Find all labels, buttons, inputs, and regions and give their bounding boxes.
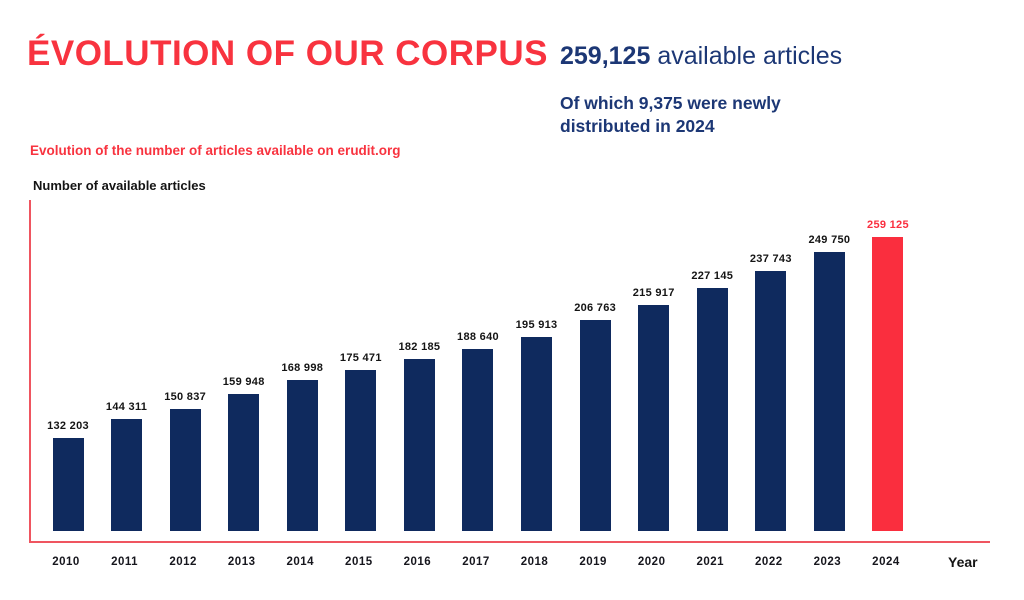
- x-tick-2020: 2020: [637, 556, 666, 568]
- x-tick-2016: 2016: [403, 556, 432, 568]
- x-tick-2023: 2023: [813, 556, 842, 568]
- bar-2016: [403, 359, 435, 531]
- bar-2012: [169, 409, 201, 531]
- bar-value-label-2011: 144 311: [105, 401, 148, 413]
- plot-area: 132 203 144 311 150 837 159 948 168 998 175 4…: [29, 200, 990, 543]
- bar-2017: [462, 349, 494, 531]
- bar-2020: [638, 305, 670, 531]
- x-axis-title: Year: [948, 554, 978, 570]
- x-tick-2022: 2022: [755, 556, 783, 568]
- x-tick-2018: 2018: [520, 556, 549, 568]
- bar-value-label-2018: 195 913: [515, 319, 558, 331]
- bar-2023: [813, 252, 845, 531]
- stat-available-articles: 259,125 available articles: [560, 42, 842, 71]
- bar-value-label-2022: 237 743: [749, 253, 792, 265]
- x-tick-2014: 2014: [286, 556, 315, 568]
- bar-2011: [111, 419, 143, 531]
- x-tick-2013: 2013: [227, 556, 256, 568]
- x-tick-2010: 2010: [52, 556, 80, 568]
- bar-value-label-2016: 182 185: [398, 341, 441, 353]
- x-tick-2017: 2017: [462, 556, 490, 568]
- bar-value-label-2020: 215 917: [632, 287, 675, 299]
- bar-2021: [696, 288, 728, 531]
- bar-value-label-2013: 159 948: [222, 376, 265, 388]
- bar-value-label-2024: 259 125: [867, 219, 909, 231]
- bar-value-label-2010: 132 203: [47, 420, 89, 432]
- stat-number: 259,125: [560, 42, 651, 70]
- bar-2022: [755, 271, 787, 531]
- bar-2018: [521, 337, 553, 531]
- bar-value-label-2021: 227 145: [691, 270, 734, 282]
- bar-value-label-2015: 175 471: [339, 352, 382, 364]
- page-title: ÉVOLUTION OF OUR CORPUS: [27, 34, 548, 73]
- bar-2010: [52, 438, 84, 531]
- substat-line-1: Of which 9,375 were newly: [560, 93, 781, 113]
- x-tick-2019: 2019: [579, 556, 607, 568]
- bar-2024: [872, 237, 904, 531]
- bar-2019: [579, 320, 611, 531]
- x-tick-2024: 2024: [872, 556, 900, 568]
- x-tick-2015: 2015: [345, 556, 373, 568]
- x-tick-2012: 2012: [169, 556, 197, 568]
- x-tick-2021: 2021: [696, 556, 725, 568]
- y-axis-title: Number of available articles: [33, 178, 206, 193]
- bar-value-label-2014: 168 998: [281, 362, 324, 374]
- bar-2014: [286, 380, 318, 531]
- substat-line-2: distributed in 2024: [560, 115, 715, 136]
- bar-value-label-2012: 150 837: [164, 391, 207, 403]
- bar-value-label-2023: 249 750: [808, 234, 851, 246]
- bar-2015: [345, 370, 377, 531]
- chart-subtitle: Evolution of the number of articles avai…: [30, 143, 401, 158]
- bar-value-label-2017: 188 640: [457, 331, 499, 343]
- bar-value-label-2019: 206 763: [574, 302, 617, 314]
- stat-newly-distributed: Of which 9,375 were newly distributed in…: [560, 92, 781, 138]
- stat-label: available articles: [650, 42, 843, 70]
- bar-2013: [228, 394, 260, 531]
- x-tick-2011: 2011: [111, 556, 139, 568]
